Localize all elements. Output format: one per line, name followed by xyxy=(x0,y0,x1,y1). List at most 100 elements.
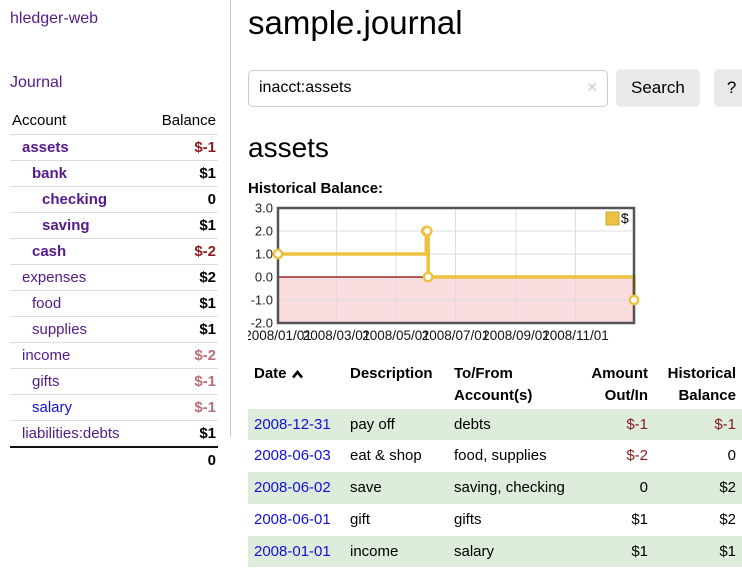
transaction-description: eat & shop xyxy=(350,447,422,465)
transaction-row: 2008-06-02 save saving, checking 0 $2 xyxy=(248,472,742,504)
svg-text:2008/07/01: 2008/07/01 xyxy=(422,328,490,343)
transaction-row: 2008-06-01 gift gifts $1 $2 xyxy=(248,504,742,536)
account-balance: $1 xyxy=(146,290,218,317)
search-bar: ✕ Search ? xyxy=(248,69,742,107)
account-balance: $1 xyxy=(146,160,218,187)
transaction-date-link[interactable]: 2008-06-01 xyxy=(254,510,331,528)
account-row: gifts $-1 xyxy=(10,368,218,395)
account-row: expenses $2 xyxy=(10,264,218,291)
transaction-description: income xyxy=(350,542,399,560)
sidebar-account-link[interactable]: food xyxy=(32,295,62,312)
account-balance: $-2 xyxy=(146,238,218,265)
account-row: income $-2 xyxy=(10,342,218,369)
account-heading: assets xyxy=(248,132,329,163)
transaction-balance: $1 xyxy=(719,542,736,560)
sidebar-account-link[interactable]: supplies xyxy=(32,321,88,338)
account-column-header: Account xyxy=(10,108,147,135)
transaction-accounts: saving, checking xyxy=(454,479,565,496)
transaction-accounts: gifts xyxy=(454,510,482,528)
search-button[interactable]: Search xyxy=(616,69,700,107)
transaction-balance: 0 xyxy=(727,447,736,465)
sidebar-account-link[interactable]: income xyxy=(22,347,71,364)
sidebar-account-link[interactable]: salary xyxy=(32,399,73,416)
search-input[interactable] xyxy=(248,69,608,107)
account-balance: $2 xyxy=(146,264,218,291)
svg-text:2008/01/01: 2008/01/01 xyxy=(248,328,312,343)
transaction-description: save xyxy=(350,479,382,496)
transaction-description: pay off xyxy=(350,415,395,433)
transaction-amount: $1 xyxy=(631,510,648,528)
svg-text:0.0: 0.0 xyxy=(255,270,273,285)
svg-text:2008/05/01: 2008/05/01 xyxy=(362,328,430,343)
sidebar-divider xyxy=(230,0,231,437)
account-row: cash $-2 xyxy=(10,238,218,265)
account-balance: $1 xyxy=(146,316,218,343)
transaction-amount: $-2 xyxy=(626,447,648,465)
account-balance: $-2 xyxy=(146,342,218,369)
sort-ascending-icon xyxy=(291,364,304,386)
register-table: Date Description To/From Account(s) Amou… xyxy=(248,361,742,568)
transaction-description: gift xyxy=(350,510,371,528)
sidebar-account-link[interactable]: cash xyxy=(32,243,67,260)
svg-text:2.0: 2.0 xyxy=(255,224,273,239)
transaction-accounts: salary xyxy=(454,542,495,560)
sidebar-account-link[interactable]: assets xyxy=(22,139,69,156)
sidebar-total-row: 0 xyxy=(10,446,218,473)
transaction-date-link[interactable]: 2008-06-02 xyxy=(254,479,331,496)
sidebar-account-link[interactable]: liabilities:debts xyxy=(22,425,120,442)
transaction-amount: $-1 xyxy=(626,415,648,433)
sidebar-accounts-body: assets $-1 bank $1 checking 0 saving $1 cash $-2 e… xyxy=(10,134,218,448)
account-balance: $1 xyxy=(146,420,218,448)
account-row: liabilities:debts $1 xyxy=(10,420,218,448)
svg-text:2008/03/01: 2008/03/01 xyxy=(303,328,371,343)
transaction-accounts: debts xyxy=(454,415,491,433)
svg-text:$: $ xyxy=(621,210,629,226)
main-content: sample.journal ✕ Search ? assets Histori… xyxy=(231,0,742,568)
sidebar-account-link[interactable]: gifts xyxy=(32,373,60,390)
account-row: bank $1 xyxy=(10,160,218,187)
svg-text:2008/09/01: 2008/09/01 xyxy=(482,328,550,343)
sidebar-account-link[interactable]: saving xyxy=(42,217,90,234)
balance-column-header: Balance xyxy=(146,108,218,135)
app-layout: hledger-web Journal Account Balance asse… xyxy=(0,0,742,568)
account-balance: $-1 xyxy=(146,368,218,395)
account-row: saving $1 xyxy=(10,212,218,239)
help-button[interactable]: ? xyxy=(713,69,742,107)
transaction-date-link[interactable]: 2008-01-01 xyxy=(254,542,331,560)
transaction-date-link[interactable]: 2008-06-03 xyxy=(254,447,331,465)
transaction-row: 2008-12-31 pay off debts $-1 $-1 xyxy=(248,408,742,441)
transaction-balance: $2 xyxy=(719,479,736,496)
svg-text:-2.0: -2.0 xyxy=(251,316,273,331)
account-row: supplies $1 xyxy=(10,316,218,343)
svg-text:2008/11/01: 2008/11/01 xyxy=(542,328,609,343)
sidebar-account-link[interactable]: bank xyxy=(32,165,68,182)
account-balance: $1 xyxy=(146,212,218,239)
sidebar-account-link[interactable]: expenses xyxy=(22,269,87,286)
transaction-date-link[interactable]: 2008-12-31 xyxy=(254,415,331,433)
sidebar-total-balance: 0 xyxy=(146,446,218,473)
register-header-row: Date Description To/From Account(s) Amou… xyxy=(248,361,742,409)
description-column-header: Description xyxy=(350,365,433,382)
account-balance: $-1 xyxy=(146,394,218,421)
amount-column-header: Amount Out/In xyxy=(591,365,648,404)
historical-balance-chart: $3.0 2.0 1.0 0.0 -1.0 -2.02008/01/012008/03/0… xyxy=(244,201,640,343)
tofrom-column-header: To/From Account(s) xyxy=(454,365,533,404)
account-row: checking 0 xyxy=(10,186,218,213)
transaction-balance: $2 xyxy=(719,510,736,528)
account-balance: $-1 xyxy=(146,134,218,161)
sidebar-accounts-table: Account Balance assets $-1 bank $1 checking 0… xyxy=(10,108,218,473)
svg-text:1.0: 1.0 xyxy=(255,247,273,262)
transaction-amount: $1 xyxy=(631,542,648,560)
transaction-amount: 0 xyxy=(639,479,648,496)
brand-link[interactable]: hledger-web xyxy=(10,10,99,27)
date-column-header[interactable]: Date xyxy=(248,361,344,409)
svg-text:3.0: 3.0 xyxy=(255,203,273,216)
chart-title: Historical Balance: xyxy=(248,180,384,197)
sidebar-account-link[interactable]: checking xyxy=(42,191,108,208)
transaction-balance: $-1 xyxy=(714,415,736,433)
sidebar: hledger-web Journal Account Balance asse… xyxy=(0,0,231,567)
sidebar-item-journal[interactable]: Journal xyxy=(10,74,63,91)
balance-column-header-main: Historical Balance xyxy=(667,365,736,404)
clear-search-icon[interactable]: ✕ xyxy=(586,78,598,95)
transaction-row: 2008-06-03 eat & shop food, supplies $-2 0 xyxy=(248,440,742,472)
